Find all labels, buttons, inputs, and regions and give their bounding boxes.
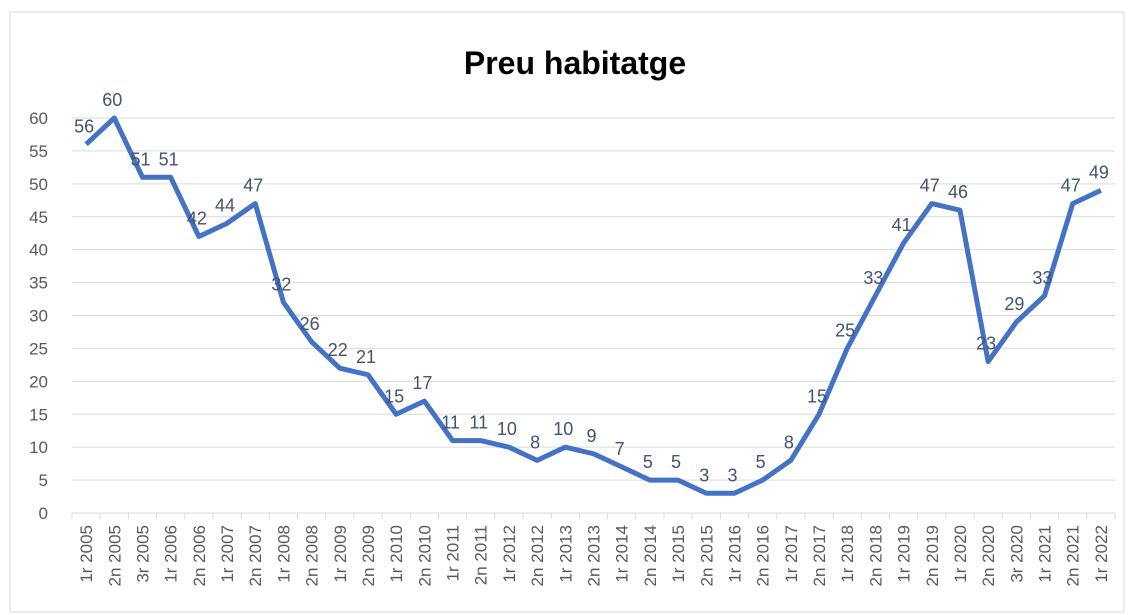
y-tick-label: 20 (29, 372, 48, 391)
x-tick-label: 1r 2014 (613, 525, 632, 583)
data-label: 5 (671, 452, 681, 472)
data-label: 49 (1089, 162, 1109, 182)
y-tick-label: 10 (29, 438, 48, 457)
x-tick-label: 1r 2006 (162, 525, 181, 583)
x-tick-label: 1r 2019 (895, 525, 914, 583)
data-label: 32 (271, 274, 291, 294)
x-tick-label: 1r 2021 (1036, 525, 1055, 583)
y-tick-label: 15 (29, 405, 48, 424)
data-label: 47 (243, 176, 263, 196)
y-tick-label: 60 (29, 109, 48, 128)
y-tick-label: 30 (29, 307, 48, 326)
data-label: 3 (727, 465, 737, 485)
data-label: 46 (948, 182, 968, 202)
x-tick-label: 2n 2015 (697, 525, 716, 586)
data-label: 25 (835, 320, 855, 340)
x-tick-label: 1r 2010 (387, 525, 406, 583)
x-tick-label: 2n 2012 (528, 525, 547, 586)
data-label: 22 (328, 340, 348, 360)
data-label: 10 (553, 419, 573, 439)
x-tick-label: 1r 2015 (669, 525, 688, 583)
chart-border (9, 11, 1125, 613)
data-label: 23 (976, 334, 996, 354)
y-tick-label: 55 (29, 142, 48, 161)
x-tick-label: 1r 2020 (951, 525, 970, 583)
data-label: 51 (159, 149, 179, 169)
data-label: 5 (643, 452, 653, 472)
data-label: 60 (102, 90, 122, 110)
x-tick-label: 2n 2017 (810, 525, 829, 586)
data-label: 47 (920, 176, 940, 196)
data-label: 15 (807, 386, 827, 406)
y-tick-label: 40 (29, 241, 48, 260)
y-tick-label: 5 (39, 471, 48, 490)
x-tick-label: 1r 2022 (1092, 525, 1111, 583)
data-label: 11 (469, 413, 488, 433)
x-tick-label: 1r 2008 (274, 525, 293, 583)
data-label: 8 (784, 432, 794, 452)
x-tick-label: 2n 2020 (979, 525, 998, 586)
x-tick-label: 2n 2010 (415, 525, 434, 586)
data-label: 47 (1061, 176, 1081, 196)
x-tick-label: 2n 2021 (1064, 525, 1083, 586)
data-label: 33 (1033, 268, 1053, 288)
x-tick-label: 2n 2016 (754, 525, 773, 586)
data-label: 33 (863, 268, 883, 288)
x-tick-label: 2n 2009 (359, 525, 378, 586)
data-label: 29 (1004, 294, 1024, 314)
chart-title: Preu habitatge (464, 45, 686, 81)
x-tick-label: 1r 2011 (444, 525, 463, 581)
data-label: 8 (530, 432, 540, 452)
x-tick-label: 2n 2018 (866, 525, 885, 586)
data-label: 15 (384, 386, 404, 406)
data-label: 44 (215, 195, 235, 215)
x-tick-label: 2n 2019 (923, 525, 942, 586)
x-tick-label: 2n 2007 (246, 525, 265, 586)
x-tick-label: 2n 2013 (585, 525, 604, 586)
y-tick-label: 50 (29, 175, 48, 194)
y-tick-label: 45 (29, 208, 48, 227)
x-tick-label: 2n 2006 (190, 525, 209, 586)
x-tick-label: 2n 2011 (472, 525, 491, 585)
data-label: 7 (615, 439, 625, 459)
x-tick-label: 2n 2005 (105, 525, 124, 586)
x-tick-label: 1r 2013 (556, 525, 575, 583)
x-tick-label: 2n 2008 (303, 525, 322, 586)
x-tick-label: 2n 2014 (641, 525, 660, 586)
x-tick-label: 3r 2020 (1007, 525, 1026, 583)
data-label: 26 (300, 314, 320, 334)
x-tick-label: 1r 2009 (331, 525, 350, 583)
data-label: 21 (356, 347, 376, 367)
x-tick-label: 1r 2017 (782, 525, 801, 583)
data-label: 11 (441, 413, 460, 433)
x-tick-label: 1r 2005 (77, 525, 96, 583)
x-tick-label: 1r 2016 (725, 525, 744, 583)
x-tick-label: 1r 2018 (838, 525, 857, 583)
x-tick-label: 3r 2005 (133, 525, 152, 583)
data-label: 10 (497, 419, 517, 439)
x-tick-label: 1r 2012 (500, 525, 519, 583)
data-label: 41 (892, 215, 912, 235)
y-tick-label: 35 (29, 274, 48, 293)
data-label: 17 (412, 373, 432, 393)
data-label: 9 (586, 426, 596, 446)
data-label: 56 (74, 116, 94, 136)
y-tick-label: 0 (39, 504, 48, 523)
y-tick-label: 25 (29, 339, 48, 358)
line (84, 115, 1102, 496)
data-label: 51 (130, 149, 150, 169)
data-label: 5 (756, 452, 766, 472)
data-label: 3 (699, 465, 709, 485)
x-tick-label: 1r 2007 (218, 525, 237, 583)
data-label: 42 (187, 209, 207, 229)
